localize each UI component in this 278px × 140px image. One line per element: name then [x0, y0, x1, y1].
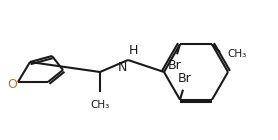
Text: H: H	[129, 44, 138, 57]
Text: Br: Br	[178, 72, 192, 85]
Text: O: O	[7, 78, 17, 90]
Text: CH₃: CH₃	[90, 100, 110, 110]
Text: Br: Br	[168, 59, 182, 72]
Text: CH₃: CH₃	[227, 49, 246, 59]
Text: N: N	[118, 61, 127, 74]
